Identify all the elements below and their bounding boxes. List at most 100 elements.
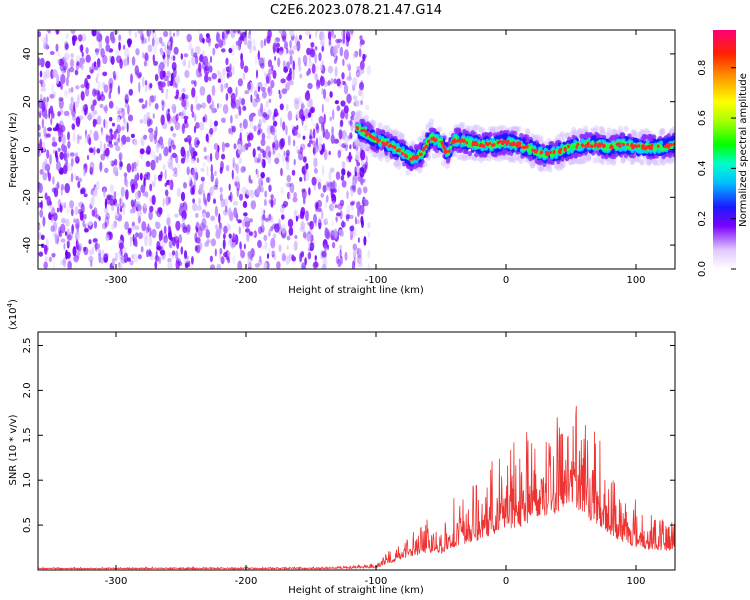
noise-blob	[264, 82, 267, 88]
noise-blob	[150, 159, 156, 171]
noise-blob	[288, 226, 294, 236]
noise-blob	[59, 151, 64, 160]
noise-blob	[154, 36, 160, 46]
noise-blob	[281, 252, 286, 262]
noise-blob	[63, 145, 68, 155]
noise-blob	[305, 163, 309, 170]
noise-blob	[43, 71, 47, 81]
noise-blob	[218, 223, 223, 232]
noise-blob	[350, 110, 356, 117]
noise-blob	[48, 214, 52, 220]
noise-blob	[249, 30, 251, 35]
noise-blob	[193, 114, 197, 122]
noise-blob	[281, 224, 286, 235]
noise-blob	[169, 30, 172, 38]
noise-blob	[242, 219, 245, 228]
noise-blob	[340, 47, 343, 57]
noise-blob	[223, 225, 228, 234]
noise-blob	[90, 104, 95, 112]
noise-blob	[254, 86, 258, 92]
noise-blob	[163, 75, 169, 82]
noise-blob	[211, 85, 216, 96]
noise-blob	[248, 113, 254, 122]
noise-blob	[256, 169, 260, 179]
signal-blob	[565, 140, 570, 146]
noise-blob	[52, 69, 58, 78]
noise-blob	[190, 103, 194, 113]
noise-blob	[199, 53, 204, 61]
noise-blob	[156, 257, 160, 263]
noise-blob	[73, 254, 79, 263]
noise-blob	[75, 231, 80, 242]
noise-blob	[63, 242, 66, 251]
noise-blob	[39, 169, 44, 175]
noise-blob	[193, 52, 198, 58]
noise-blob	[94, 65, 99, 71]
noise-blob	[128, 30, 132, 36]
noise-blob	[235, 86, 238, 98]
noise-blob	[118, 152, 123, 161]
signal-blob	[652, 159, 659, 166]
noise-blob	[306, 231, 312, 242]
noise-blob	[125, 189, 129, 200]
noise-blob	[330, 188, 334, 199]
noise-blob	[364, 161, 368, 169]
noise-blob	[160, 142, 165, 149]
noise-blob	[234, 175, 240, 182]
noise-blob	[168, 180, 172, 190]
noise-blob	[341, 161, 346, 169]
noise-blob	[186, 135, 192, 143]
noise-blob	[71, 224, 74, 235]
noise-blob	[247, 81, 251, 91]
noise-blob	[158, 80, 163, 91]
noise-blob	[175, 89, 180, 97]
noise-blob	[298, 34, 303, 40]
noise-blob	[355, 171, 358, 177]
noise-blob	[285, 82, 290, 91]
noise-blob	[64, 52, 70, 61]
noise-blob	[340, 30, 346, 38]
noise-blob	[174, 121, 181, 131]
noise-blob	[329, 229, 334, 236]
noise-blob	[129, 209, 134, 214]
noise-blob	[285, 161, 290, 171]
noise-blob	[309, 135, 313, 140]
noise-blob	[272, 69, 277, 79]
noise-blob	[130, 199, 135, 208]
noise-blob	[235, 40, 241, 46]
noise-blob	[198, 62, 202, 74]
noise-blob	[193, 151, 198, 157]
noise-blob	[266, 135, 271, 140]
noise-blob	[90, 260, 93, 268]
noise-blob	[116, 116, 121, 123]
noise-blob	[143, 114, 147, 125]
noise-blob	[235, 45, 241, 51]
noise-blob	[312, 122, 315, 127]
noise-blob	[331, 220, 335, 227]
noise-blob	[45, 256, 48, 262]
noise-blob	[52, 212, 58, 222]
noise-blob	[228, 70, 233, 78]
noise-blob	[204, 199, 207, 205]
noise-blob	[181, 88, 186, 93]
noise-blob	[315, 65, 320, 72]
signal-blob	[385, 131, 390, 137]
signal-blob	[660, 159, 667, 166]
signal-blob	[536, 159, 541, 165]
noise-blob	[261, 132, 266, 141]
noise-blob	[302, 54, 308, 65]
noise-blob	[128, 88, 133, 96]
noise-blob	[358, 254, 362, 263]
noise-blob	[67, 90, 72, 95]
noise-blob	[96, 72, 100, 79]
noise-blob	[208, 76, 212, 82]
noise-blob	[65, 43, 69, 50]
noise-blob	[195, 122, 200, 129]
noise-blob	[285, 125, 288, 136]
noise-blob	[57, 111, 61, 117]
noise-blob	[141, 103, 146, 110]
noise-blob	[40, 93, 43, 101]
noise-blob	[133, 161, 137, 169]
noise-blob	[127, 114, 134, 122]
noise-blob	[234, 114, 239, 119]
